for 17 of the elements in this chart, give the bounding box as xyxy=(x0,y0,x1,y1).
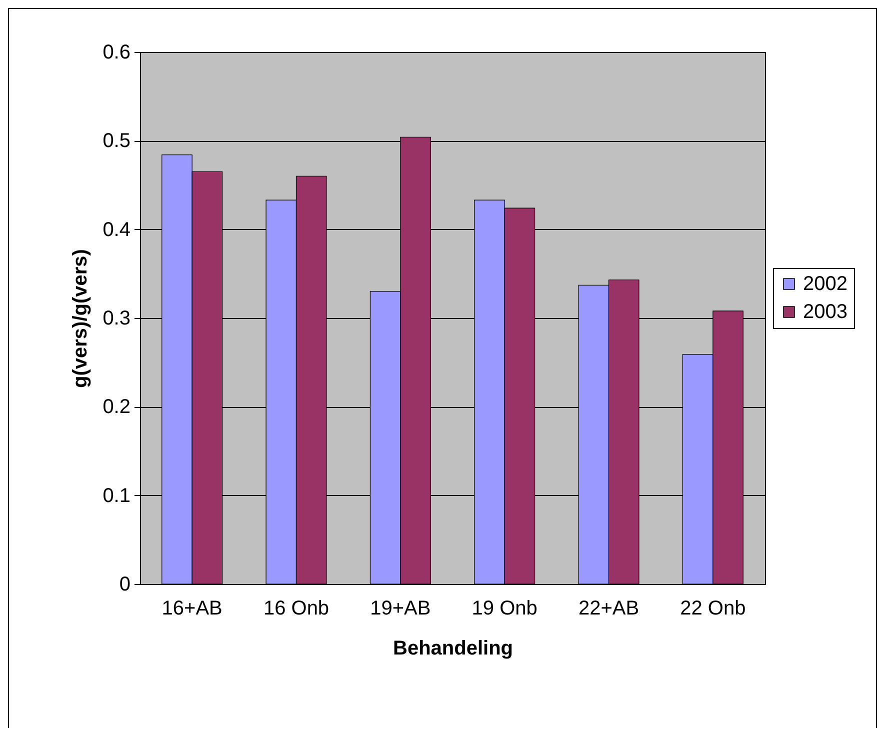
legend-label: 2003 xyxy=(803,301,848,323)
x-tick-label: 16 Onb xyxy=(263,598,330,620)
x-axis-title: Behandeling xyxy=(392,638,514,660)
y-tick-label: 0.2 xyxy=(102,396,130,418)
x-tick-label: 19+AB xyxy=(370,598,431,620)
y-tick-label: 0.6 xyxy=(102,42,130,64)
x-tick-label: 22 Onb xyxy=(680,598,746,620)
legend-label: 2002 xyxy=(803,273,848,295)
y-axis-title: g(vers)/g(vers) xyxy=(70,249,92,388)
x-tick-label: 16+AB xyxy=(162,598,222,620)
y-tick-label: 0.3 xyxy=(102,308,130,330)
y-tick-label: 0.5 xyxy=(102,130,130,152)
y-tick-label: 0.1 xyxy=(102,484,130,507)
y-tick-label: 0 xyxy=(119,574,130,596)
y-tick-label: 0.4 xyxy=(102,218,130,241)
x-tick-label: 19 Onb xyxy=(472,598,538,620)
x-tick-label: 22+AB xyxy=(578,598,640,620)
